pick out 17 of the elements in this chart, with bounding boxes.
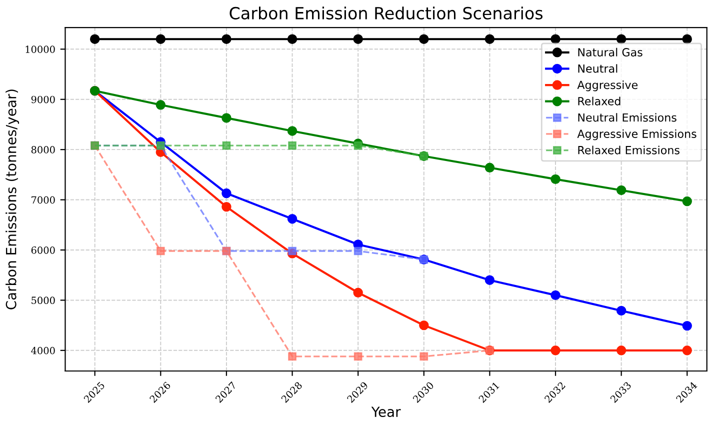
y-tick-label: 6000 <box>31 246 55 254</box>
legend-label: Neutral Emissions <box>578 113 676 122</box>
chart-title: Carbon Emission Reduction Scenarios <box>230 6 543 20</box>
y-tick-label: 9000 <box>31 96 55 104</box>
y-tick-label: 10000 <box>26 46 55 53</box>
legend-label: Neutral <box>578 64 618 73</box>
y-tick-label: 7000 <box>32 196 55 204</box>
legend-label: Relaxed <box>578 96 620 106</box>
legend-label: Relaxed Emissions <box>578 146 680 154</box>
x-axis-title: Year <box>371 406 401 418</box>
y-axis-title: Carbon Emissions (tonnes/year) <box>6 90 20 310</box>
legend-label: Aggressive <box>577 80 638 92</box>
legend-label: Aggressive Emissions <box>577 129 696 140</box>
legend-label: Natural Gas <box>578 48 642 56</box>
y-tick-label: 5000 <box>32 296 55 304</box>
y-tick-label: 8000 <box>31 146 55 154</box>
y-tick-label: 4000 <box>31 346 55 354</box>
